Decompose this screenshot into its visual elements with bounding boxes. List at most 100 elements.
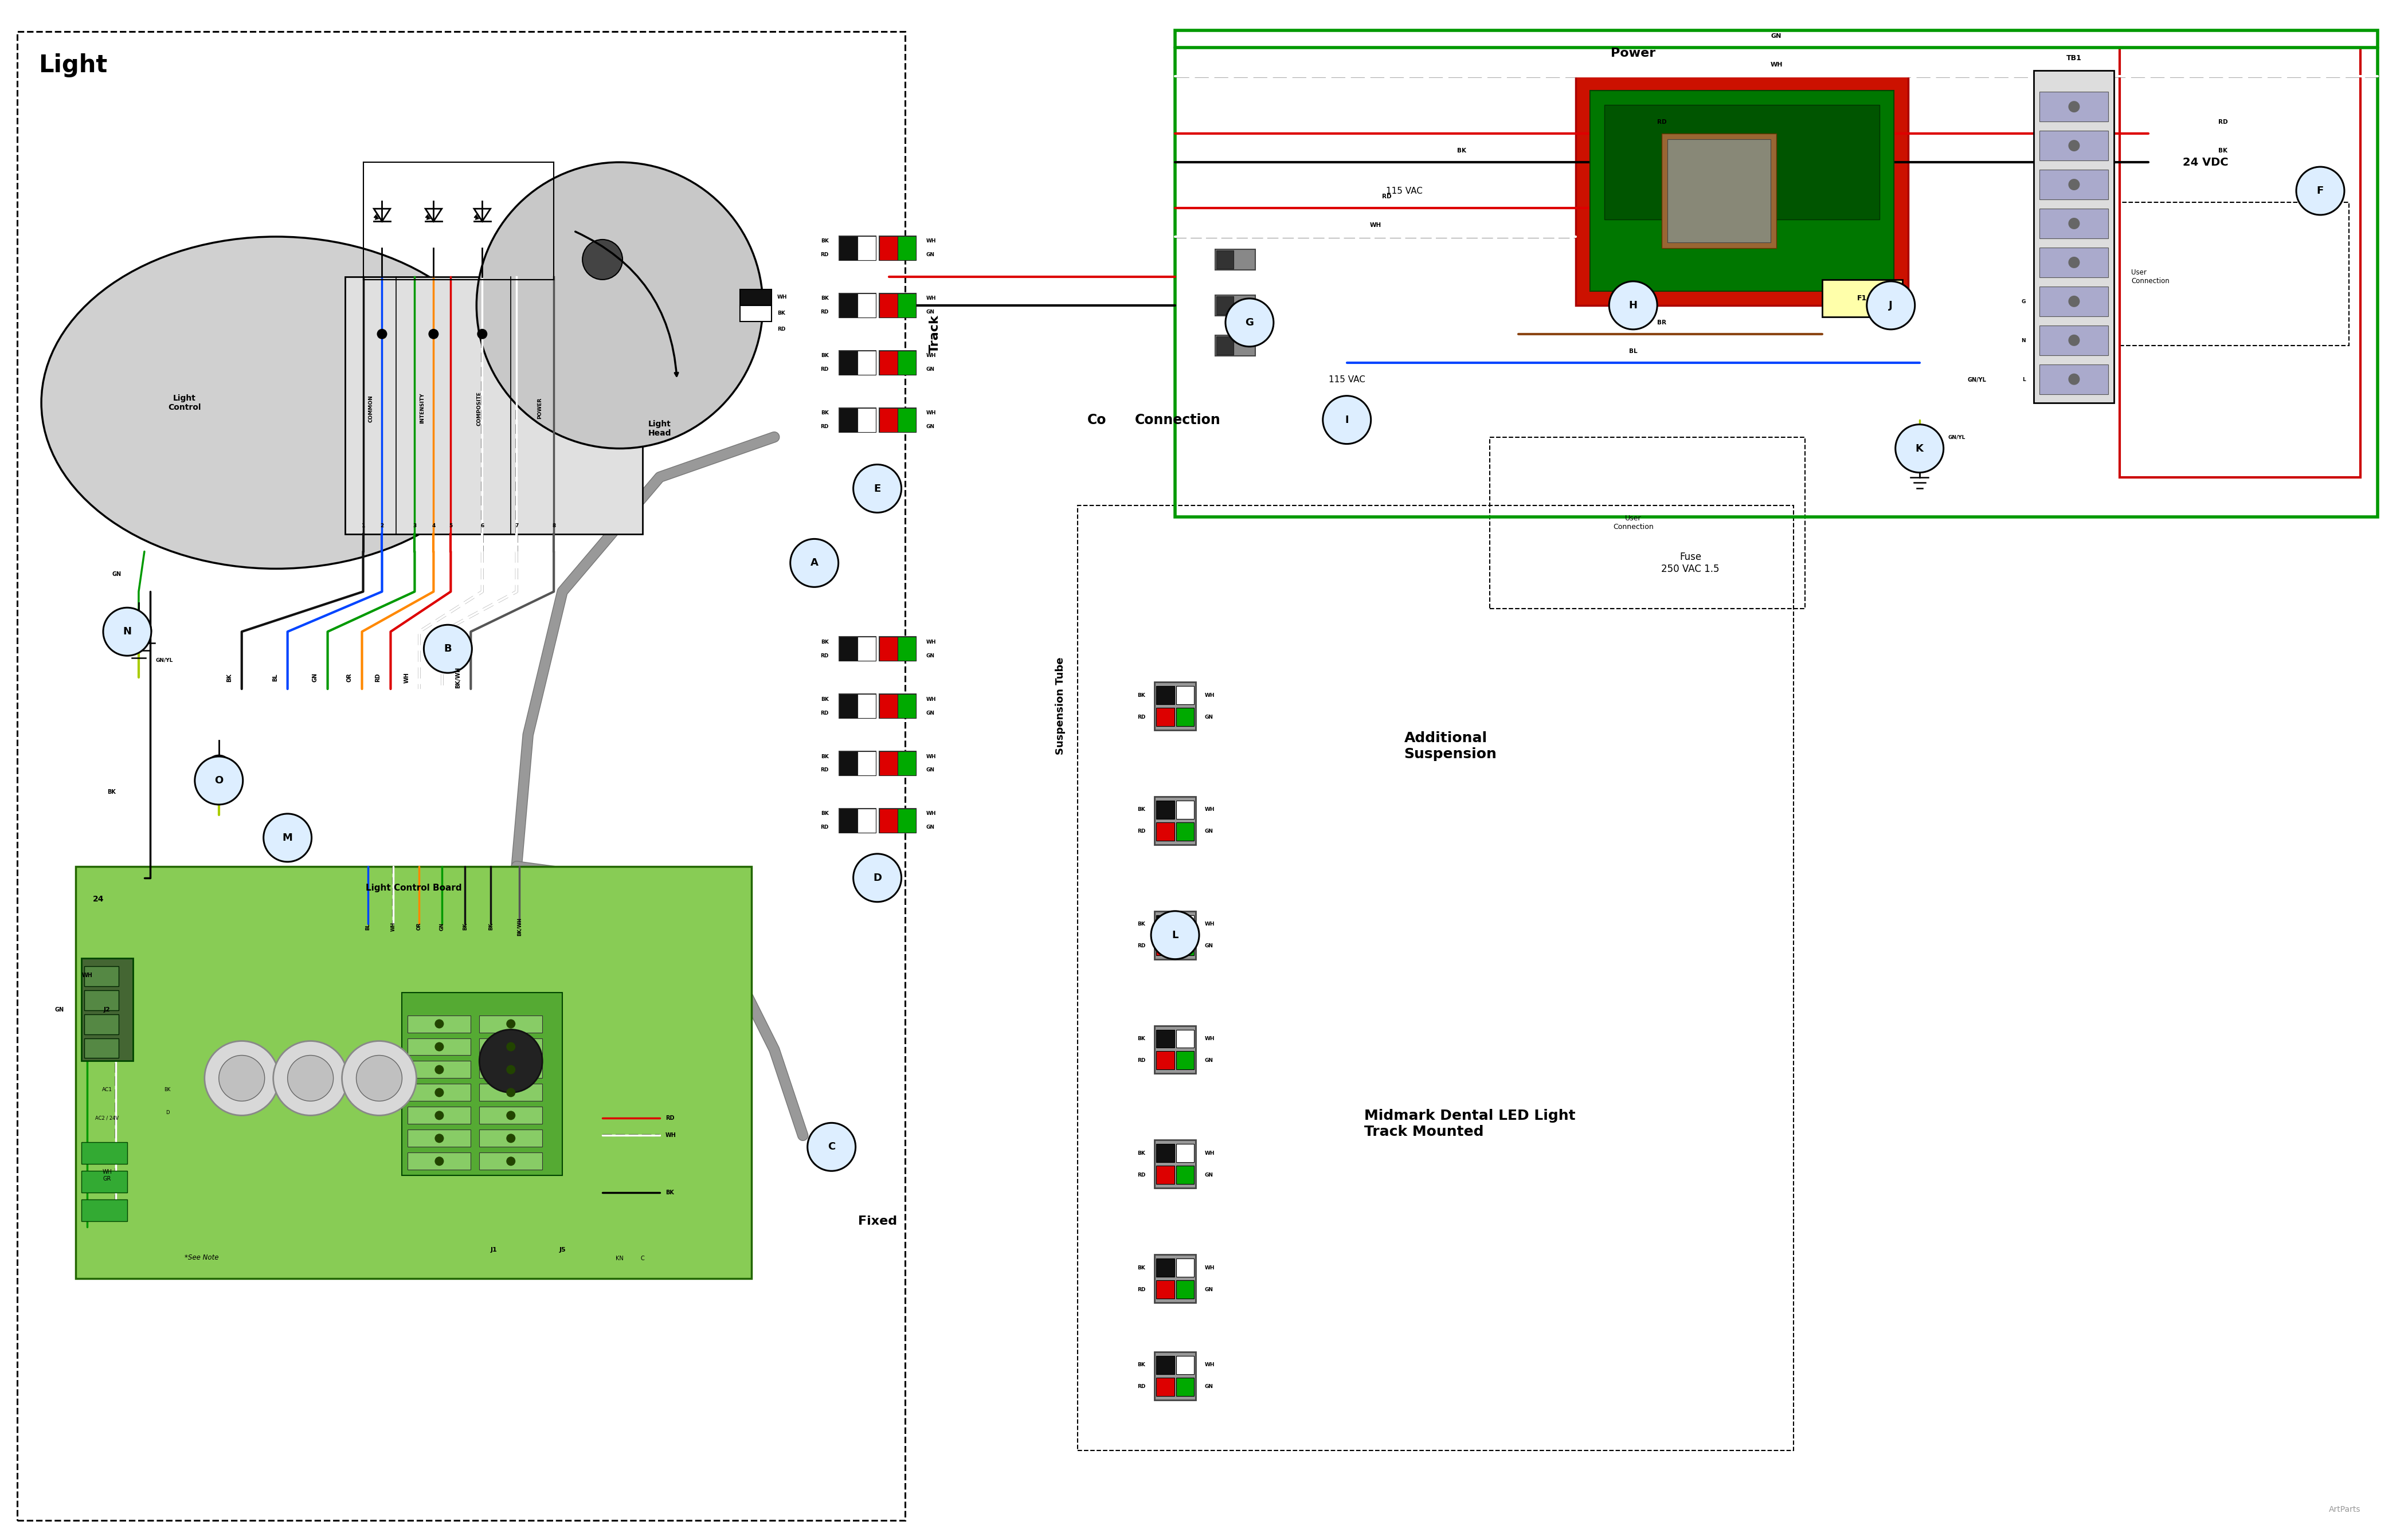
Circle shape [852, 464, 901, 513]
Text: BK: BK [821, 812, 828, 816]
Text: N: N [2020, 338, 2025, 343]
Text: BL: BL [1628, 349, 1637, 354]
Text: BK: BK [821, 297, 828, 301]
Circle shape [195, 756, 243, 804]
Text: 5: 5 [448, 523, 453, 529]
Text: AC2 / 24V: AC2 / 24V [96, 1116, 118, 1120]
Text: BK: BK [821, 639, 828, 644]
Bar [1153, 796, 1197, 845]
Bar [879, 808, 915, 833]
Text: ArtParts: ArtParts [2329, 1505, 2360, 1514]
Text: Light
Head: Light Head [648, 420, 672, 437]
Text: BR: BR [1657, 320, 1666, 326]
Text: BK: BK [462, 922, 467, 930]
Bar [879, 752, 915, 775]
Text: BK: BK [108, 788, 116, 795]
Text: GN: GN [441, 922, 445, 930]
Bar [479, 1016, 542, 1033]
Text: GN: GN [1204, 1385, 1214, 1389]
Text: D: D [166, 1110, 169, 1116]
Bar [857, 636, 877, 661]
Circle shape [506, 1042, 515, 1051]
Circle shape [1322, 397, 1370, 444]
Text: WH: WH [1204, 807, 1216, 812]
Text: 24: 24 [94, 895, 104, 904]
Text: C: C [828, 1142, 836, 1153]
Bar [1175, 709, 1194, 725]
Bar [2040, 247, 2109, 277]
Bar [838, 808, 877, 833]
Text: 6: 6 [482, 523, 484, 529]
Text: GN: GN [927, 710, 934, 716]
Bar [479, 1153, 542, 1170]
Text: Midmark Dental LED Light
Track Mounted: Midmark Dental LED Light Track Mounted [1363, 1110, 1575, 1139]
Bar [879, 636, 915, 661]
Bar [1156, 709, 1175, 725]
Bar [838, 695, 857, 718]
Text: RD: RD [821, 252, 828, 258]
Text: RD: RD [821, 424, 828, 429]
Text: WH
GR: WH GR [101, 1170, 113, 1182]
Text: J2: J2 [104, 1007, 111, 1013]
Text: WH: WH [927, 696, 937, 702]
Bar [1156, 1144, 1175, 1162]
Text: OR: OR [347, 673, 352, 682]
Circle shape [125, 618, 152, 642]
Text: BK: BK [1137, 1151, 1146, 1156]
Text: WH: WH [927, 639, 937, 644]
Text: 115 VAC: 115 VAC [1387, 186, 1423, 195]
Text: OR: OR [417, 922, 421, 930]
Text: BK: BK [821, 354, 828, 358]
Text: WH: WH [665, 1133, 677, 1139]
Text: BL: BL [272, 673, 277, 681]
Text: M: M [282, 833, 294, 842]
Text: WH: WH [1370, 223, 1382, 227]
Text: K: K [1914, 443, 1924, 453]
Text: GN: GN [113, 572, 120, 578]
Text: BK: BK [1137, 1265, 1146, 1270]
Text: GN/YL: GN/YL [1967, 377, 1987, 383]
Text: KN: KN [616, 1256, 624, 1262]
Bar [1156, 1280, 1175, 1299]
Text: GN: GN [927, 825, 934, 830]
Text: RD: RD [2218, 120, 2227, 124]
Text: GN: GN [1204, 715, 1214, 719]
Text: WH: WH [927, 755, 937, 759]
Bar [1156, 801, 1175, 819]
Bar [739, 306, 771, 321]
Bar [84, 990, 118, 1010]
Text: BK: BK [821, 238, 828, 244]
Bar [1153, 682, 1197, 730]
Text: A: A [811, 558, 819, 569]
Text: RD: RD [376, 673, 380, 682]
Text: GN: GN [927, 309, 934, 315]
Text: Track: Track [929, 315, 939, 354]
Bar [898, 808, 915, 833]
Text: RD: RD [821, 767, 828, 773]
Bar [1156, 938, 1175, 954]
Text: RD: RD [1137, 1173, 1146, 1177]
Text: BK/WH: BK/WH [455, 667, 460, 689]
Bar [84, 1014, 118, 1034]
Text: GN: GN [927, 653, 934, 658]
Circle shape [356, 1056, 402, 1100]
Circle shape [272, 1041, 347, 1116]
Circle shape [436, 1134, 443, 1144]
Bar [1175, 1377, 1194, 1396]
Circle shape [287, 1056, 332, 1100]
Bar [857, 237, 877, 260]
Circle shape [436, 1088, 443, 1097]
Text: F: F [2316, 186, 2324, 197]
Text: WH: WH [927, 812, 937, 816]
Bar [2119, 48, 2360, 476]
Bar [1823, 280, 1902, 317]
Text: WH: WH [927, 410, 937, 415]
Circle shape [436, 1019, 443, 1028]
Text: Co: Co [1086, 413, 1105, 427]
Text: RD: RD [821, 825, 828, 830]
Bar [407, 1037, 472, 1056]
Bar [1175, 1144, 1194, 1162]
Bar [1604, 105, 1878, 220]
Bar [838, 294, 857, 317]
Circle shape [2068, 335, 2081, 346]
